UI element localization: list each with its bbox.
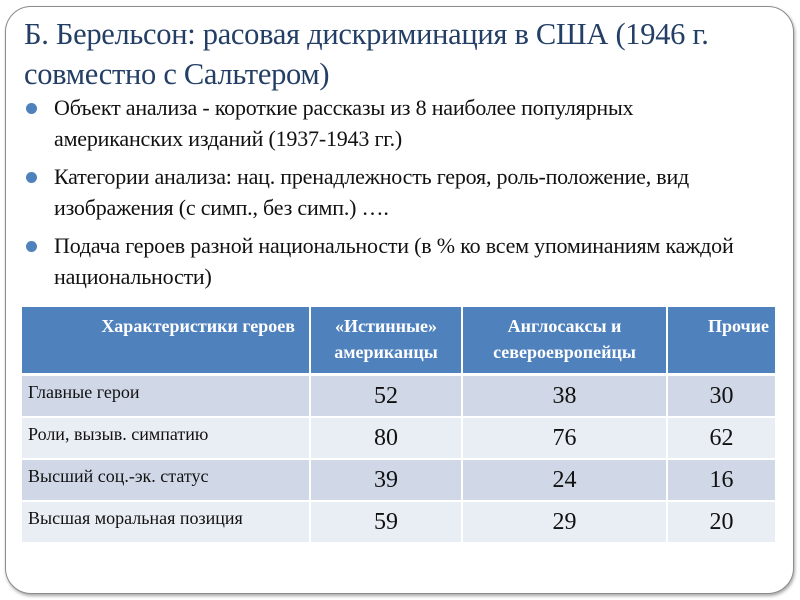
row-label: Роли, вызыв. симпатию: [22, 417, 311, 460]
cell-value: 59: [310, 501, 463, 544]
cell-value: 52: [310, 374, 463, 418]
table-row: Роли, вызыв. симпатию 80 76 62: [22, 417, 775, 460]
cell-value: 20: [667, 501, 775, 544]
data-table: Характеристики героев «Истинные» америка…: [22, 307, 775, 544]
bullet-item: Объект анализа - короткие рассказы из 8 …: [24, 92, 764, 154]
slide-title: Б. Берельсон: расовая дискриминация в СШ…: [24, 17, 709, 91]
header-anglo-saxons: Англосаксы и североевропейцы: [462, 307, 668, 376]
header-true-americans: «Истинные» американцы: [310, 307, 463, 376]
row-label: Высшая моральная позиция: [22, 501, 311, 544]
bullet-text: Объект анализа - короткие рассказы из 8 …: [54, 95, 634, 151]
bullet-dot-icon: [26, 103, 37, 114]
bullet-dot-icon: [26, 172, 37, 183]
cell-value: 29: [462, 501, 668, 544]
bullet-item: Подача героев разной национальности (в %…: [24, 230, 764, 292]
bullet-dot-icon: [26, 241, 37, 252]
cell-value: 38: [462, 374, 668, 418]
table-header-row: Характеристики героев «Истинные» америка…: [22, 307, 775, 376]
cell-value: 80: [310, 417, 463, 460]
cell-value: 62: [667, 417, 775, 460]
row-label: Высший соц.-эк. статус: [22, 459, 311, 502]
bullet-text: Категории анализа: нац. пренадлежность г…: [54, 164, 690, 220]
table-row: Высший соц.-эк. статус 39 24 16: [22, 459, 775, 502]
header-others: Прочие: [667, 307, 775, 376]
cell-value: 30: [667, 374, 775, 418]
bullet-list: Объект анализа - короткие рассказы из 8 …: [24, 92, 764, 299]
row-label: Главные герои: [22, 374, 311, 418]
bullet-text: Подача героев разной национальности (в %…: [54, 233, 734, 289]
cell-value: 76: [462, 417, 668, 460]
cell-value: 16: [667, 459, 775, 502]
cell-value: 39: [310, 459, 463, 502]
table-row: Высшая моральная позиция 59 29 20: [22, 501, 775, 544]
cell-value: 24: [462, 459, 668, 502]
bullet-item: Категории анализа: нац. пренадлежность г…: [24, 161, 764, 223]
header-characteristics: Характеристики героев: [22, 307, 311, 376]
table-row: Главные герои 52 38 30: [22, 374, 775, 418]
